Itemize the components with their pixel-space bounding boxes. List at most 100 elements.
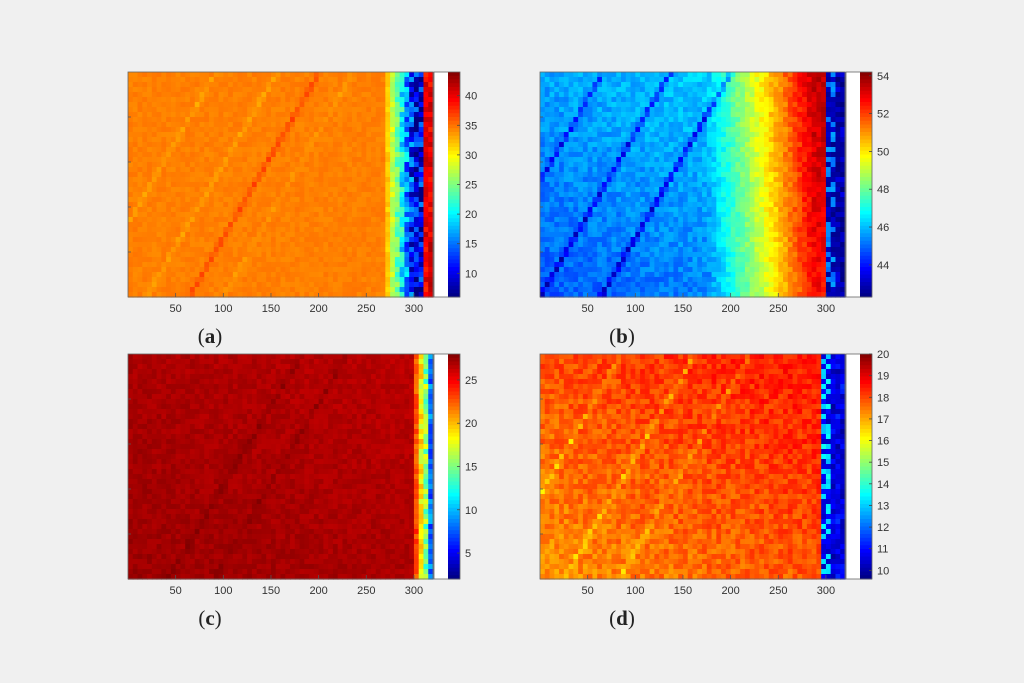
heatmap-cell — [209, 152, 215, 158]
heatmap-cell — [132, 167, 139, 173]
colorbar-segment — [448, 222, 460, 227]
heatmap-cell — [128, 287, 134, 293]
colorbar-segment — [448, 124, 460, 129]
heatmap-cell — [644, 102, 651, 108]
heatmap-cell — [625, 132, 632, 138]
heatmap-cell — [544, 72, 551, 78]
heatmap-cell — [151, 102, 158, 108]
heatmap-cell — [156, 292, 162, 298]
heatmap-cell — [256, 197, 263, 203]
heatmap-cell — [175, 282, 182, 288]
heatmap-cell — [821, 117, 827, 123]
heatmap-cell — [166, 97, 172, 103]
heatmap-cell — [275, 87, 282, 93]
heatmap-cell — [132, 162, 139, 168]
heatmap-cell — [409, 162, 415, 168]
heatmap-cell — [361, 87, 367, 93]
heatmap-cell — [616, 112, 622, 118]
colorbar-segment — [448, 87, 460, 92]
heatmap-cell — [621, 87, 627, 93]
heatmap-cell — [716, 172, 722, 178]
heatmap-cell — [328, 132, 334, 138]
heatmap-cell — [390, 292, 396, 298]
heatmap-cell — [313, 212, 320, 218]
heatmap-cell — [413, 82, 420, 88]
heatmap-cell — [356, 207, 363, 213]
heatmap-cell — [544, 137, 551, 143]
heatmap-cell — [601, 222, 608, 228]
heatmap-cell — [137, 142, 143, 148]
heatmap-cell — [692, 87, 698, 93]
heatmap-cell — [394, 282, 401, 288]
heatmap-cell — [404, 132, 410, 138]
heatmap-cell — [242, 267, 248, 273]
heatmap-cell — [185, 72, 191, 78]
heatmap-cell — [189, 272, 196, 278]
heatmap-cell — [721, 147, 727, 153]
heatmap-cell — [621, 132, 627, 138]
heatmap-cell — [328, 127, 334, 133]
heatmap-cell — [366, 132, 372, 138]
heatmap-cell — [606, 192, 613, 198]
heatmap-cell — [568, 87, 574, 93]
heatmap-cell — [266, 132, 272, 138]
heatmap-cell — [711, 82, 717, 88]
heatmap-cell — [692, 222, 698, 228]
heatmap-cell — [209, 127, 215, 133]
heatmap-cell — [309, 217, 315, 223]
heatmap-cell — [270, 117, 277, 123]
heatmap-cell — [371, 77, 377, 83]
heatmap-cell — [194, 72, 201, 78]
heatmap-cell — [170, 172, 177, 178]
heatmap-cell — [716, 102, 722, 108]
heatmap-cell — [806, 177, 813, 183]
heatmap-cell — [635, 152, 641, 158]
heatmap-cell — [787, 207, 794, 213]
heatmap-cell — [356, 187, 363, 193]
heatmap-cell — [611, 192, 617, 198]
heatmap-cell — [413, 207, 420, 213]
heatmap-cell — [611, 202, 617, 208]
heatmap-cell — [170, 127, 177, 133]
heatmap-cell — [142, 197, 148, 203]
heatmap-cell — [128, 102, 134, 108]
heatmap-cell — [213, 262, 220, 268]
heatmap-cell — [654, 122, 660, 128]
heatmap-cell — [185, 212, 191, 218]
heatmap-cell — [573, 147, 579, 153]
heatmap-cell — [128, 257, 134, 263]
heatmap-cell — [787, 77, 794, 83]
heatmap-cell — [147, 142, 153, 148]
heatmap-cell — [375, 137, 382, 143]
heatmap-cell — [266, 142, 272, 148]
heatmap-cell — [587, 187, 594, 193]
heatmap-cell — [663, 122, 670, 128]
heatmap-cell — [735, 202, 741, 208]
heatmap-cell — [649, 182, 655, 188]
heatmap-cell — [711, 77, 717, 83]
heatmap-cell — [166, 162, 172, 168]
heatmap-cell — [147, 287, 153, 293]
heatmap-cell — [573, 87, 579, 93]
heatmap-cell — [313, 182, 320, 188]
heatmap-cell — [654, 162, 660, 168]
heatmap-cell — [816, 97, 822, 103]
heatmap-cell — [754, 197, 760, 203]
heatmap-cell — [640, 212, 646, 218]
heatmap-cell — [375, 207, 382, 213]
heatmap-cell — [304, 202, 310, 208]
heatmap-cell — [616, 187, 622, 193]
heatmap-cell — [213, 232, 220, 238]
heatmap-cell — [830, 192, 837, 198]
heatmap-cell — [568, 167, 574, 173]
heatmap-cell — [290, 217, 296, 223]
heatmap-cell — [309, 142, 315, 148]
heatmap-cell — [189, 242, 196, 248]
heatmap-cell — [418, 262, 425, 268]
heatmap-cell — [806, 167, 813, 173]
heatmap-cell — [180, 132, 186, 138]
heatmap-cell — [692, 122, 698, 128]
heatmap-cell — [261, 167, 267, 173]
heatmap-cell — [318, 232, 324, 238]
heatmap-cell — [361, 267, 367, 273]
